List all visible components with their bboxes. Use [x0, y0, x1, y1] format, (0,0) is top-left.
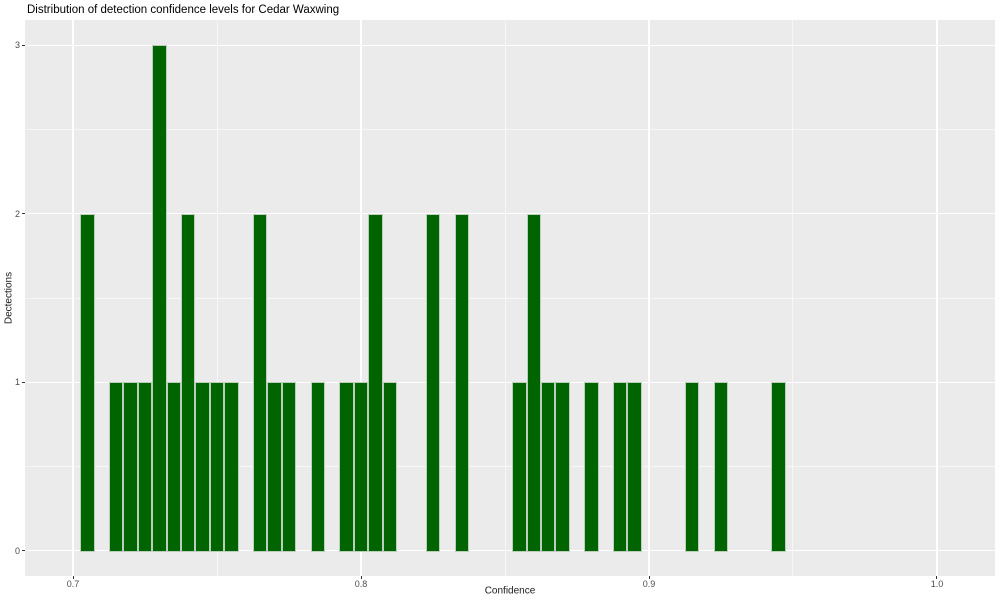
- y-tick-label: 1: [14, 377, 20, 388]
- y-major-gridline: [25, 213, 995, 215]
- x-tick-mark: [648, 576, 650, 579]
- x-major-gridline: [936, 20, 938, 576]
- histogram-bar: [80, 213, 95, 552]
- histogram-bar: [541, 382, 556, 552]
- histogram-bar: [339, 382, 354, 552]
- y-minor-gridline: [25, 297, 995, 299]
- x-tick-label: 1.0: [930, 579, 944, 589]
- x-tick-label: 0.9: [642, 579, 656, 589]
- x-tick-label: 0.8: [354, 579, 368, 589]
- x-major-gridline: [360, 20, 362, 576]
- y-tick-label: 0: [14, 545, 20, 556]
- histogram-bar: [368, 213, 383, 552]
- y-major-gridline: [25, 381, 995, 383]
- histogram-bar: [713, 382, 729, 552]
- x-tick-label: 0.7: [66, 579, 80, 589]
- x-tick-mark: [936, 576, 938, 579]
- x-major-gridline: [72, 20, 74, 576]
- histogram-bar: [627, 382, 642, 552]
- histogram-bar: [382, 382, 397, 552]
- y-tick-mark: [22, 550, 25, 552]
- y-tick-label: 3: [14, 40, 20, 51]
- y-minor-gridline: [25, 129, 995, 130]
- histogram-bar: [181, 213, 196, 552]
- histogram-bar: [512, 382, 527, 552]
- plot-panel: [25, 20, 995, 576]
- y-tick-mark: [22, 213, 25, 215]
- y-tick-mark: [22, 44, 25, 46]
- histogram-bar: [771, 382, 786, 552]
- y-major-gridline: [25, 44, 995, 46]
- histogram-bar: [224, 382, 239, 552]
- histogram-bar: [209, 382, 225, 552]
- histogram-bar: [109, 382, 124, 552]
- y-minor-gridline: [25, 465, 995, 467]
- histogram-bar: [137, 382, 153, 552]
- histogram-bar: [584, 382, 599, 552]
- histogram-bar: [454, 213, 469, 552]
- histogram-bar: [253, 213, 268, 552]
- x-axis-title: Confidence: [484, 585, 536, 597]
- histogram-bar: [152, 45, 167, 552]
- plot-title: Distribution of detection confidence lev…: [27, 4, 340, 16]
- histogram-bar: [353, 382, 369, 552]
- y-tick-label: 2: [14, 208, 20, 219]
- histogram-bar: [310, 382, 325, 552]
- histogram-bar: [281, 382, 297, 552]
- histogram-bar: [195, 382, 210, 552]
- x-tick-mark: [360, 576, 362, 579]
- histogram-bar: [526, 213, 541, 552]
- histogram-bar: [613, 382, 628, 552]
- y-major-gridline: [25, 550, 995, 552]
- x-major-gridline: [648, 20, 650, 576]
- histogram-bar: [123, 382, 138, 552]
- histogram-bar: [166, 382, 181, 552]
- x-tick-mark: [72, 576, 74, 579]
- histogram-bar: [555, 382, 570, 552]
- histogram-bar: [425, 213, 441, 552]
- histogram-bar: [685, 382, 700, 552]
- y-axis-title: Dectections: [3, 271, 15, 325]
- histogram-bar: [267, 382, 282, 552]
- y-tick-mark: [22, 381, 25, 383]
